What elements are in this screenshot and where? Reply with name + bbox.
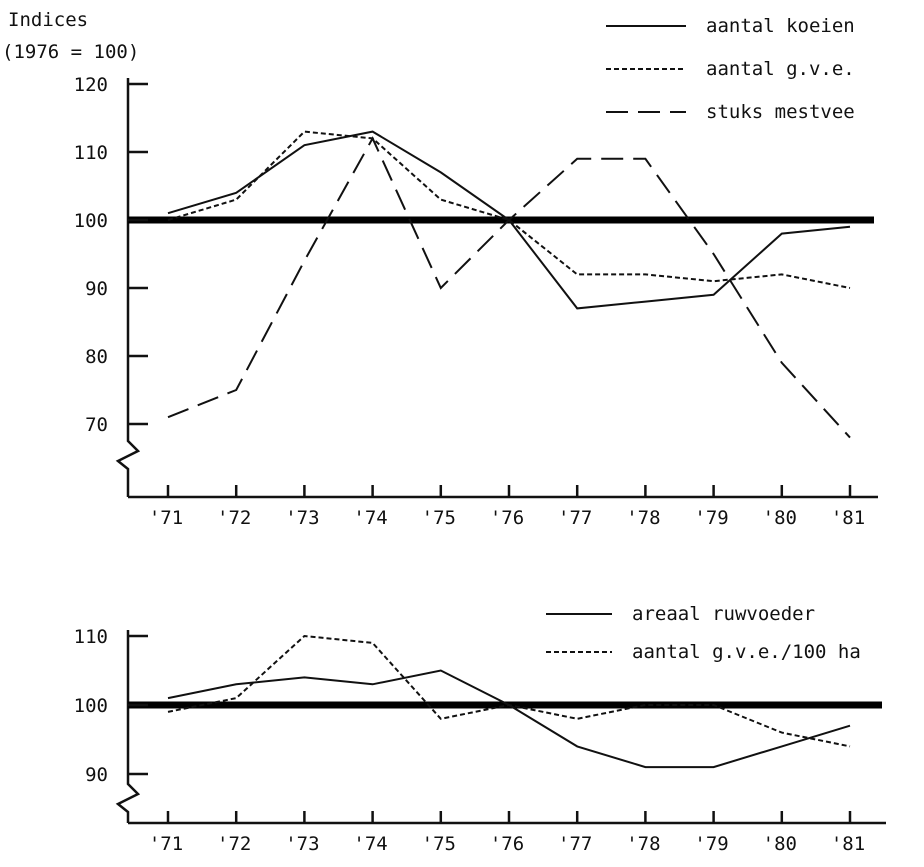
x-tick-label: '75 [422, 507, 456, 529]
x-tick-label: '80 [763, 833, 797, 855]
top-y-tick-labels: 120 110 100 90 80 70 [74, 74, 108, 436]
legend-label: aantal g.v.e. [706, 58, 855, 80]
x-tick-label: '79 [694, 507, 728, 529]
x-tick-label: '73 [285, 507, 319, 529]
x-tick-label: '71 [149, 507, 183, 529]
x-tick-label: '72 [217, 833, 251, 855]
bottom-x-tick-labels: '71 '72 '73 '74 '75 '76 '77 '78 '79 '80 '81 [149, 833, 865, 855]
top-series [167, 130, 851, 439]
legend-label: aantal koeien [706, 15, 855, 37]
legend-label: stuks mestvee [706, 101, 855, 123]
x-tick-label: '78 [626, 507, 660, 529]
legend-label: aantal g.v.e./100 ha [632, 641, 861, 663]
legend-label: areaal ruwvoeder [632, 603, 815, 625]
bottom-legend: areaal ruwvoeder aantal g.v.e./100 ha [546, 603, 861, 663]
series-line-aantal-g-v-e-100-ha [167, 634, 851, 748]
x-tick-label: '77 [558, 833, 592, 855]
x-tick-label: '73 [285, 833, 319, 855]
y-tick-label: 90 [85, 278, 108, 300]
y-axis-with-break [115, 630, 141, 823]
y-axis-with-break [115, 78, 141, 497]
x-tick-label: '77 [558, 507, 592, 529]
x-tick-label: '72 [217, 507, 251, 529]
y-tick-label: 80 [85, 346, 108, 368]
y-tick-label: 100 [74, 210, 108, 232]
top-axes [115, 78, 878, 499]
y-tick-label: 110 [74, 626, 108, 648]
x-tick-label: '80 [763, 507, 797, 529]
x-tick-label: '79 [694, 833, 728, 855]
top-x-tick-labels: '71 '72 '73 '74 '75 '76 '77 '78 '79 '80 '81 [149, 507, 865, 529]
top-legend: aantal koeien aantal g.v.e. stuks mestvee [606, 15, 855, 123]
x-tick-label: '76 [490, 507, 524, 529]
y-tick-label: 90 [85, 764, 108, 786]
x-tick-label: '81 [831, 507, 865, 529]
x-tick-label: '78 [626, 833, 660, 855]
top-chart: Indices (1976 = 100) 120 110 100 90 80 70 '71… [2, 9, 878, 529]
y-tick-label: 70 [85, 414, 108, 436]
y-axis-title-line-2: (1976 = 100) [2, 41, 139, 63]
bottom-series [167, 634, 851, 769]
y-axis-title-line-1: Indices [8, 9, 88, 31]
x-tick-label: '76 [490, 833, 524, 855]
series-line-areaal-ruwvoeder [167, 669, 851, 769]
x-tick-label: '75 [422, 833, 456, 855]
x-tick-label: '71 [149, 833, 183, 855]
x-tick-label: '81 [831, 833, 865, 855]
y-tick-label: 120 [74, 74, 108, 96]
bottom-y-tick-labels: 110 100 90 [74, 626, 108, 786]
x-tick-label: '74 [353, 833, 387, 855]
y-tick-label: 110 [74, 142, 108, 164]
bottom-axes [115, 630, 886, 825]
y-tick-label: 100 [74, 695, 108, 717]
x-tick-label: '74 [353, 507, 387, 529]
series-line-stuks-mestvee [167, 136, 851, 439]
